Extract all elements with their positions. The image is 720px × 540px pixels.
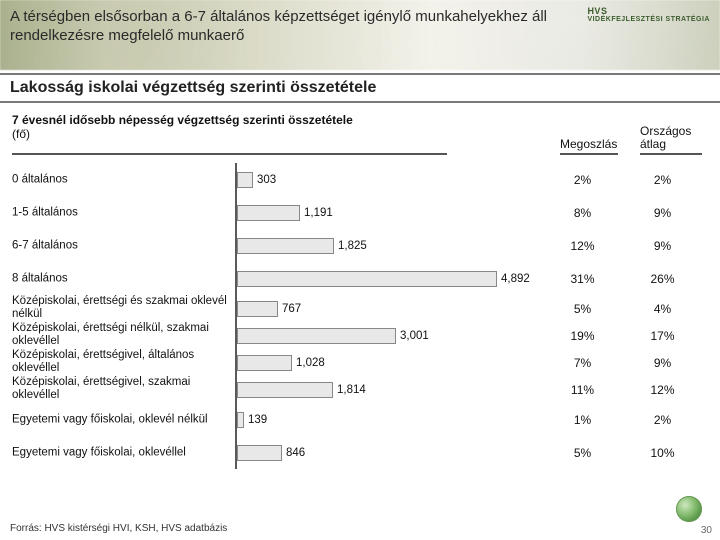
value-label: 4,892 [501,273,530,285]
value-bar [237,355,292,371]
pct-orszagos: 26% [640,272,685,286]
column-header-left: 7 évesnél idősebb népesség végzettség sz… [12,113,447,155]
pct-megoszlas: 5% [560,446,605,460]
row-label: Középiskolai, érettségi nélkül, szakmai … [12,322,227,348]
row-label: Középiskolai, érettségivel, általános ok… [12,349,227,375]
row-label: 1-5 általános [12,206,227,219]
value-label: 3,001 [400,330,429,342]
value-label: 1,814 [337,384,366,396]
pct-megoszlas: 19% [560,329,605,343]
row-label: 0 általános [12,173,227,186]
pct-orszagos: 10% [640,446,685,460]
pct-orszagos: 9% [640,239,685,253]
pct-orszagos: 12% [640,383,685,397]
table-row: Középiskolai, érettségivel, általános ok… [0,349,720,376]
pct-megoszlas: 31% [560,272,605,286]
value-bar [237,445,282,461]
value-label: 1,825 [338,240,367,252]
value-bar [237,238,334,254]
row-label: 8 általános [12,272,227,285]
table-row: Középiskolai, érettségi nélkül, szakmai … [0,322,720,349]
pct-megoszlas: 1% [560,413,605,427]
value-bar [237,412,244,428]
value-bar [237,172,253,188]
bottom-logo-icon [676,496,702,522]
footer-source: Forrás: HVS kistérségi HVI, KSH, HVS ada… [10,523,227,534]
pct-orszagos: 2% [640,173,685,187]
col-n-text: Országos átlag [640,125,710,151]
value-bar [237,382,333,398]
page-number: 30 [701,525,712,536]
header-underline-n [640,153,702,155]
pct-megoszlas: 11% [560,383,605,397]
pct-megoszlas: 12% [560,239,605,253]
row-label: Egyetemi vagy főiskolai, oklevéllel [12,446,227,459]
value-label: 139 [248,414,267,426]
table-row: 1-5 általános 1,191 8% 9% [0,196,720,229]
value-bar [237,271,497,287]
value-label: 1,191 [304,207,333,219]
table-row: 0 általános 303 2% 2% [0,163,720,196]
row-label: Középiskolai, érettségivel, szakmai okle… [12,376,227,402]
value-bar [237,205,300,221]
value-label: 767 [282,303,301,315]
table-row: 6-7 általános 1,825 12% 9% [0,229,720,262]
col-left-bold: 7 évesnél idősebb népesség végzettség sz… [12,113,353,127]
value-bar [237,301,278,317]
axis-full [235,163,237,469]
pct-orszagos: 2% [640,413,685,427]
value-bar [237,328,396,344]
pct-orszagos: 4% [640,302,685,316]
row-label: 6-7 általános [12,239,227,252]
header-underline-m [560,153,618,155]
pct-megoszlas: 5% [560,302,605,316]
value-label: 846 [286,447,305,459]
header-underline-left [12,153,447,155]
table-row: Egyetemi vagy főiskolai, oklevéllel 846 5%… [0,436,720,469]
pct-megoszlas: 7% [560,356,605,370]
header-text: A térségben elsősorban a 6-7 általános k… [10,8,630,46]
pct-orszagos: 17% [640,329,685,343]
pct-megoszlas: 8% [560,206,605,220]
section-title: Lakosság iskolai végzettség szerinti öss… [0,73,720,103]
pct-orszagos: 9% [640,206,685,220]
table-row: Középiskolai, érettségi és szakmai oklev… [0,295,720,322]
value-label: 303 [257,174,276,186]
table-row: Egyetemi vagy főiskolai, oklevél nélkül 1… [0,403,720,436]
column-header-orszagos: Országos átlag [640,113,710,155]
column-header-megoszlas: Megoszlás [560,113,625,155]
row-label: Középiskolai, érettségi és szakmai oklev… [12,295,227,321]
pct-orszagos: 9% [640,356,685,370]
value-label: 1,028 [296,357,325,369]
col-left-sub: (fő) [12,127,30,141]
pct-megoszlas: 2% [560,173,605,187]
col-m-text: Megoszlás [560,137,617,151]
row-label: Egyetemi vagy főiskolai, oklevél nélkül [12,413,227,426]
table-row: 8 általános 4,892 31% 26% [0,262,720,295]
table-row: Középiskolai, érettségivel, szakmai okle… [0,376,720,403]
